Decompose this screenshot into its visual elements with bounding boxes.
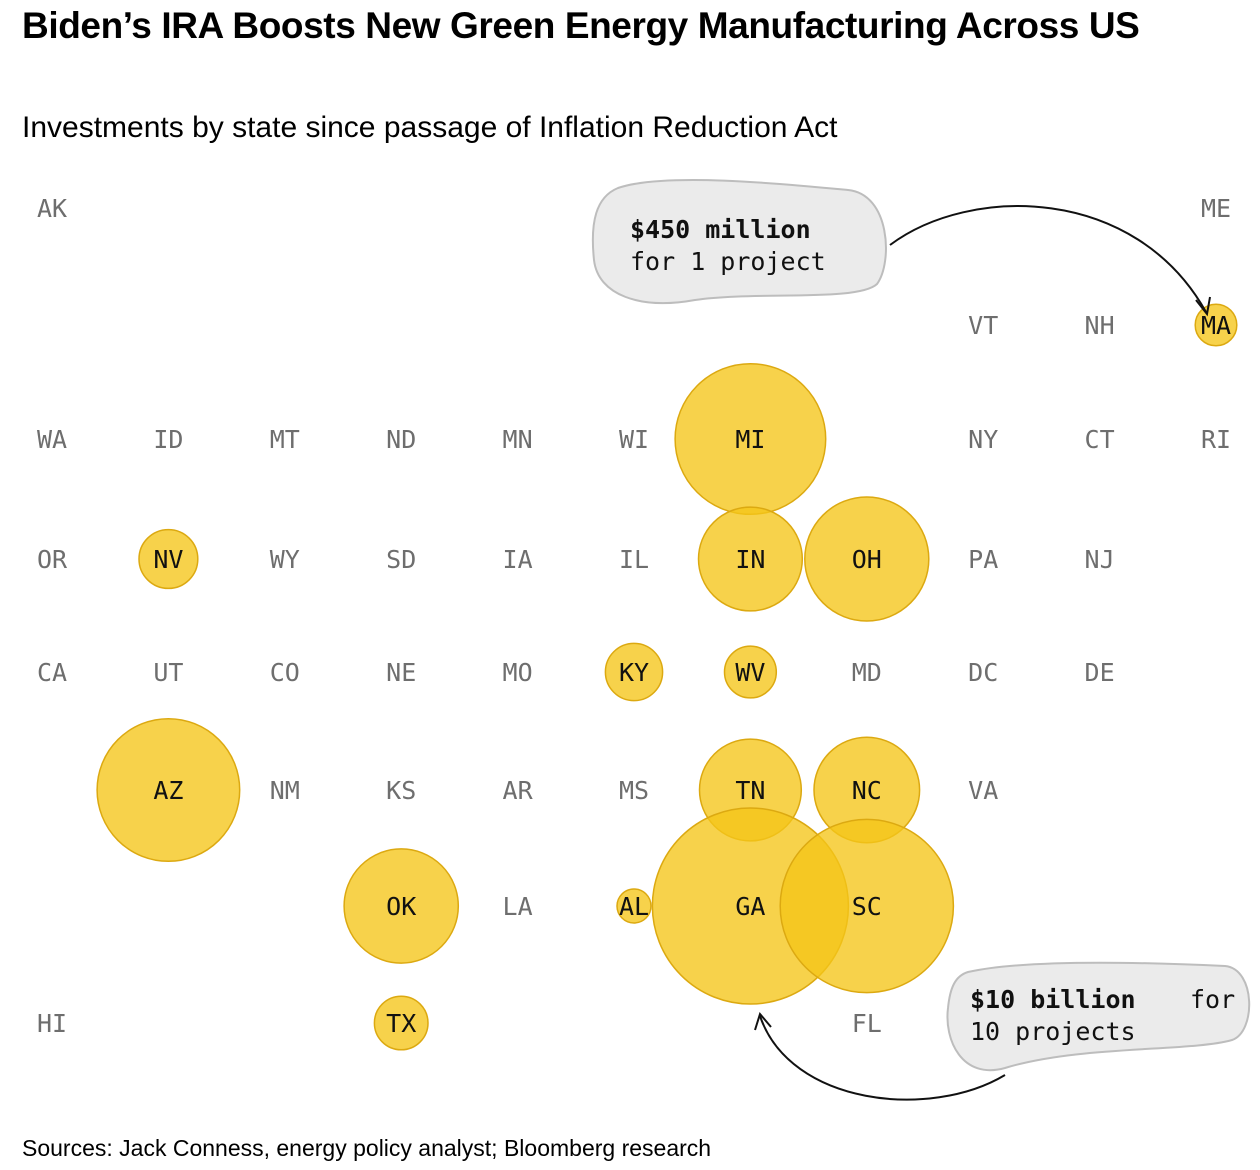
state-label-id: ID [153,425,183,454]
state-label-in: IN [735,545,765,574]
state-label-il: IL [619,545,649,574]
state-label-sc: SC [852,892,882,921]
state-label-fl: FL [852,1009,882,1038]
callout-ma-detail: for 1 project [630,247,826,276]
investment-bubbles [96,303,1238,1051]
callout-ga-bubble [946,961,1251,1072]
bubble-sc [779,818,955,994]
state-label-ks: KS [386,776,416,805]
bubble-tx [373,995,429,1051]
bubble-oh [804,496,930,622]
state-label-tx: TX [386,1009,416,1038]
bubble-wv [723,645,778,699]
state-label-ok: OK [386,892,416,921]
state-label-nv: NV [153,545,183,574]
state-label-co: CO [270,658,300,687]
state-label-ct: CT [1085,425,1115,454]
state-label-ri: RI [1201,425,1231,454]
state-label-wy: WY [270,545,300,574]
callout-ma-bubble [591,179,887,304]
state-label-wa: WA [37,425,67,454]
state-label-mn: MN [503,425,533,454]
state-label-ia: IA [503,545,533,574]
bubble-ok [343,848,460,964]
state-label-dc: DC [968,658,998,687]
chart-subtitle: Investments by state since passage of In… [22,111,838,144]
state-label-nc: NC [852,776,882,805]
state-label-md: MD [852,658,882,687]
bubble-ma [1194,303,1238,347]
state-label-de: DE [1085,658,1115,687]
bubble-al [616,888,652,924]
state-label-ak: AK [37,194,67,223]
state-label-ca: CA [37,658,67,687]
state-label-wv: WV [735,658,765,687]
chart-source: Sources: Jack Conness, energy policy ana… [22,1135,712,1161]
state-label-mo: MO [503,658,533,687]
state-label-ky: KY [619,658,649,687]
state-label-al: AL [619,892,649,921]
state-label-ms: MS [619,776,649,805]
bubble-in [697,506,804,612]
callout-ga-detail-2: 10 projects [970,1017,1136,1046]
state-label-va: VA [968,776,998,805]
state-label-ga: GA [735,892,765,921]
callout-ga-arrow [759,1015,1006,1101]
state-label-ny: NY [968,425,998,454]
state-label-nm: NM [270,776,300,805]
bubble-ky [604,642,664,702]
callout-ma-arrow [889,205,1207,313]
state-label-wi: WI [619,425,649,454]
state-label-nj: NJ [1085,545,1115,574]
state-labels: AK ME VT NH MA WA ID MT ND MN WI MI NY CT RI OR NV WY SD IA… [37,194,1231,1038]
state-label-oh: OH [852,545,882,574]
callout-ma: $450 million for 1 project [591,179,1211,317]
callout-ga: $10 billion for 10 projects [754,961,1251,1101]
callout-ga-amount: $10 billion [970,985,1136,1014]
chart-title: Biden’s IRA Boosts New Green Energy Manu… [22,5,1140,46]
bubble-nv [138,528,199,590]
state-label-nd: ND [386,425,416,454]
state-label-la: LA [503,892,533,921]
callout-ga-arrowhead [754,1011,772,1031]
state-label-or: OR [37,545,68,574]
state-label-ut: UT [153,658,183,687]
bubble-az [96,717,241,863]
state-label-pa: PA [968,545,998,574]
state-label-ma: MA [1201,311,1231,340]
state-label-sd: SD [386,545,416,574]
callout-ma-arrowhead [1195,296,1211,317]
state-label-tn: TN [735,776,765,805]
state-label-mi: MI [735,425,765,454]
callout-ma-amount: $450 million [630,215,811,244]
state-label-mt: MT [270,425,300,454]
state-label-nh: NH [1085,311,1115,340]
state-label-az: AZ [153,776,183,805]
state-label-ne: NE [386,658,416,687]
state-label-ar: AR [503,776,534,805]
callout-ga-detail-1: for [1190,985,1235,1014]
state-label-vt: VT [968,311,998,340]
state-label-me: ME [1201,194,1231,223]
state-label-hi: HI [37,1009,67,1038]
